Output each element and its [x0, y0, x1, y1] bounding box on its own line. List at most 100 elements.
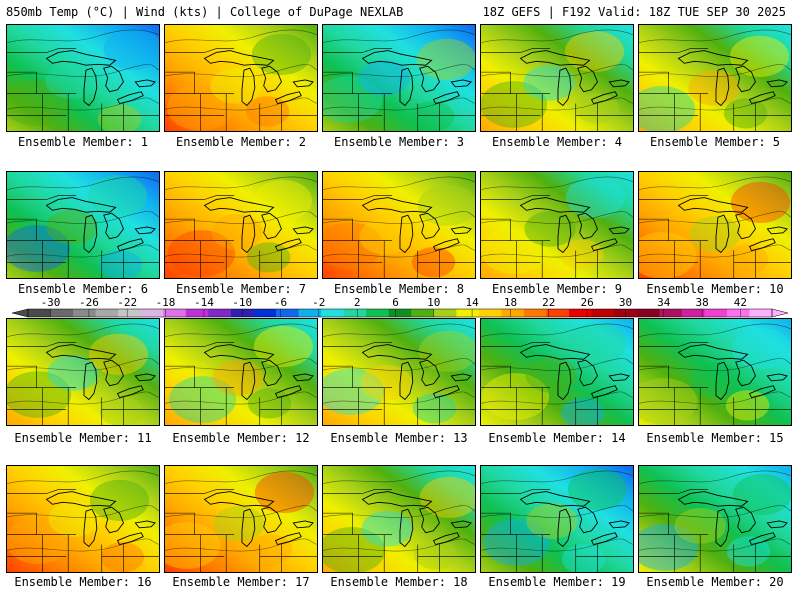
- state-border: [323, 365, 353, 388]
- colorbar-swatch: [28, 309, 52, 317]
- temperature-blob: [323, 76, 383, 123]
- temperature-field-map: [639, 466, 791, 572]
- state-border: [165, 195, 235, 200]
- great-lake-outline: [590, 385, 618, 399]
- temperature-blob: [419, 476, 475, 519]
- state-border: [165, 512, 195, 535]
- state-border: [481, 71, 511, 94]
- great-lake-outline: [715, 214, 730, 254]
- great-lake-outline: [715, 67, 730, 107]
- colorbar-swatch: [546, 309, 570, 317]
- state-border: [7, 71, 37, 94]
- height-contour: [639, 64, 791, 77]
- great-lake-outline: [735, 212, 756, 240]
- ensemble-member-label: Ensemble Member: 2: [175, 135, 307, 149]
- great-lake-outline: [241, 361, 256, 401]
- colorbar-tick-label: -26: [79, 296, 99, 309]
- great-lake-outline: [134, 373, 156, 382]
- state-border: [323, 48, 393, 53]
- temperature-blob: [165, 522, 221, 569]
- temperature-shading: [639, 25, 791, 131]
- great-lake-outline: [748, 532, 776, 546]
- height-contour: [323, 470, 475, 484]
- temperature-blob: [524, 211, 576, 247]
- state-border: [323, 93, 385, 131]
- temperature-blob: [481, 81, 548, 128]
- temperature-shading: [481, 466, 633, 572]
- height-contour: [481, 244, 633, 258]
- height-contour: [639, 176, 791, 190]
- temperature-shading: [165, 319, 317, 425]
- ensemble-member-panel: [6, 171, 160, 279]
- temperature-blob: [689, 215, 741, 252]
- colorbar-swatch: [298, 309, 322, 317]
- great-lake-outline: [577, 506, 598, 534]
- great-lake-outline: [557, 508, 572, 548]
- colorbar-swatch: [50, 309, 74, 317]
- state-border: [7, 534, 77, 572]
- state-border: [417, 544, 475, 572]
- state-border: [101, 544, 159, 572]
- state-border: [165, 48, 235, 53]
- ensemble-member-panel: [322, 318, 476, 426]
- height-contour: [323, 97, 475, 111]
- colorbar-tick-label: 34: [657, 296, 671, 309]
- temperature-shading: [639, 172, 791, 278]
- state-border: [323, 93, 393, 131]
- great-lake-outline: [203, 197, 275, 213]
- state-border: [323, 218, 353, 241]
- state-border: [7, 218, 37, 241]
- temperature-field-map: [639, 172, 791, 278]
- temperature-shading: [165, 172, 317, 278]
- temperature-field-map: [7, 172, 159, 278]
- state-border: [7, 489, 77, 494]
- height-contour: [7, 470, 159, 484]
- great-lake-outline: [432, 238, 460, 252]
- state-border: [165, 240, 227, 278]
- ensemble-member-panel: [164, 465, 318, 573]
- great-lake-outline: [577, 212, 598, 240]
- height-contour: [323, 244, 475, 258]
- great-lake-outline: [134, 226, 156, 235]
- colorbar-swatch: [343, 309, 367, 317]
- height-contour: [165, 538, 317, 552]
- height-contour: [481, 505, 633, 518]
- ensemble-member-label: Ensemble Member: 20: [646, 575, 784, 589]
- temperature-blob: [100, 542, 145, 572]
- temperature-blob: [526, 503, 578, 539]
- temperature-blob: [639, 232, 697, 278]
- state-border: [7, 342, 77, 347]
- state-border: [481, 93, 543, 131]
- great-lake-outline: [419, 212, 440, 240]
- temperature-blob: [46, 209, 98, 245]
- ensemble-member-panel: [6, 318, 160, 426]
- state-border: [259, 397, 317, 425]
- state-border: [323, 489, 393, 494]
- height-contour: [7, 64, 159, 77]
- ensemble-member-label: Ensemble Member: 16: [14, 575, 152, 589]
- temperature-field-map: [165, 466, 317, 572]
- state-border: [101, 250, 159, 278]
- colorbar-swatch: [140, 309, 164, 317]
- great-lake-outline: [677, 344, 749, 360]
- state-border: [7, 240, 77, 278]
- great-lake-outline: [677, 491, 749, 507]
- state-border: [101, 397, 159, 425]
- temperature-blob: [726, 536, 771, 567]
- great-lake-outline: [432, 385, 460, 399]
- ensemble-member-label: Ensemble Member: 4: [491, 135, 623, 149]
- temperature-blob: [358, 60, 410, 96]
- great-lake-outline: [83, 67, 98, 107]
- great-lake-outline: [748, 91, 776, 105]
- great-lake-outline: [735, 65, 756, 93]
- temperature-blob: [417, 184, 475, 226]
- great-lake-outline: [103, 359, 124, 387]
- height-contour: [323, 323, 475, 337]
- temperature-blob: [88, 333, 149, 375]
- state-border: [165, 342, 235, 347]
- ensemble-member-label: Ensemble Member: 12: [172, 431, 310, 445]
- temperature-blob: [724, 244, 769, 275]
- state-border: [323, 71, 353, 94]
- state-border: [639, 71, 669, 94]
- temperature-shading: [639, 319, 791, 425]
